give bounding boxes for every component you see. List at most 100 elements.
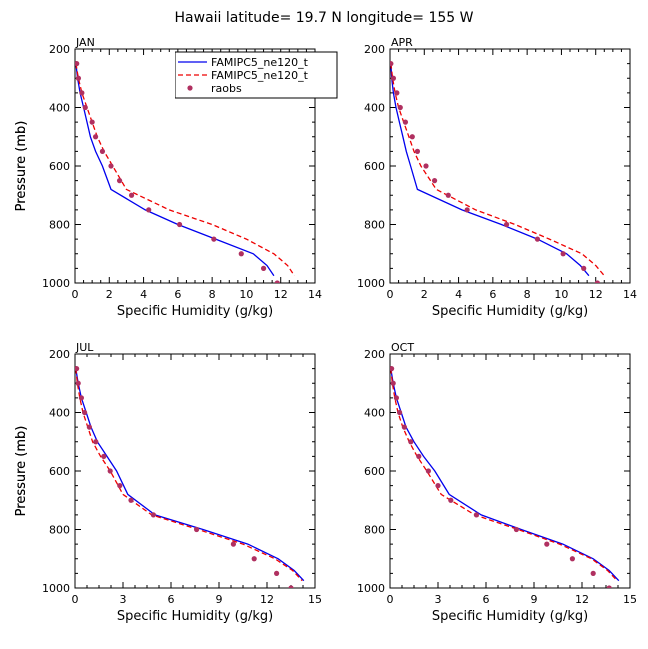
x-tick-label: 10	[239, 288, 253, 301]
x-tick-label: 0	[72, 593, 79, 606]
raobs-point	[86, 424, 92, 430]
raobs-point	[390, 75, 397, 81]
raobs-point	[431, 178, 438, 184]
model-line-dashed	[390, 368, 618, 582]
panel-label: OCT	[391, 341, 414, 354]
raobs-point	[423, 163, 429, 169]
y-tick-label: 600	[49, 465, 70, 478]
panel-label: JUL	[75, 341, 94, 354]
raobs-point	[75, 61, 80, 67]
y-tick-label: 800	[49, 524, 70, 537]
y-tick-label: 400	[364, 102, 385, 115]
panel-label: APR	[391, 36, 413, 49]
y-tick-label: 800	[364, 219, 385, 232]
raobs-point	[89, 119, 95, 125]
x-tick-label: 12	[260, 593, 274, 606]
panel-label: JAN	[75, 36, 95, 49]
model-line-solid	[75, 63, 275, 277]
y-axis-label: Pressure (mb)	[14, 121, 29, 212]
panel-oct: 0 3 6 9 12 15 200 400 600 800 1000 Specific Humidit…	[14, 341, 637, 624]
y-tick-label: 800	[364, 524, 385, 537]
series-group	[75, 366, 305, 588]
raobs-point	[534, 236, 541, 242]
raobs-point	[82, 409, 88, 416]
y-tick-label: 200	[364, 348, 385, 361]
legend-marker-raobs	[187, 85, 193, 91]
raobs-point	[146, 207, 152, 213]
x-axis-label: Specific Humidity (g/kg)	[117, 609, 273, 624]
raobs-point	[93, 439, 99, 445]
raobs-point	[79, 90, 85, 96]
raobs-point	[274, 570, 280, 576]
series-group	[75, 61, 295, 283]
raobs-point	[464, 207, 470, 213]
raobs-point	[99, 148, 106, 154]
raobs-point	[425, 468, 431, 474]
x-tick-label: 8	[209, 288, 216, 301]
model-line-dashed	[75, 63, 295, 277]
y-tick-label: 1000	[357, 582, 385, 595]
raobs-point	[414, 148, 421, 154]
raobs-point	[194, 526, 200, 533]
panel-jan: 0 2 4 6 8 10 12 14 200 400 600 800 1000 Specific Humi…	[14, 36, 322, 319]
x-tick-label: 0	[72, 288, 79, 301]
raobs-point	[503, 221, 510, 228]
raobs-point	[128, 497, 134, 503]
raobs-point	[409, 134, 415, 140]
raobs-point	[394, 90, 400, 96]
y-tick-label: 200	[49, 348, 70, 361]
raobs-point	[108, 163, 114, 169]
x-tick-label: 2	[421, 288, 428, 301]
y-tick-label: 600	[364, 160, 385, 173]
x-tick-label: 6	[168, 593, 175, 606]
model-line-dashed	[75, 368, 303, 582]
model-line-solid	[390, 368, 620, 582]
x-tick-label: 9	[216, 593, 223, 606]
raobs-point	[397, 104, 403, 111]
x-tick-label: 14	[623, 288, 637, 301]
x-tick-label: 12	[575, 593, 589, 606]
x-tick-label: 12	[274, 288, 288, 301]
x-axis-label: Specific Humidity (g/kg)	[117, 304, 273, 319]
raobs-point	[393, 395, 399, 401]
y-tick-label: 600	[364, 465, 385, 478]
raobs-point	[230, 541, 236, 547]
raobs-point	[416, 453, 422, 459]
y-tick-label: 1000	[42, 277, 70, 290]
y-tick-label: 200	[49, 43, 70, 56]
raobs-point	[473, 512, 479, 518]
raobs-point	[117, 483, 123, 489]
series-group	[390, 61, 605, 283]
legend-entry: raobs	[211, 82, 242, 95]
raobs-point	[435, 483, 441, 489]
y-tick-label: 200	[364, 43, 385, 56]
legend-entry: FAMIPC5_ne120_t	[211, 69, 309, 82]
raobs-point	[260, 265, 267, 271]
x-tick-label: 15	[308, 593, 322, 606]
raobs-point	[107, 468, 113, 474]
y-axis-label: Pressure (mb)	[14, 121, 29, 212]
raobs-point	[390, 61, 394, 67]
raobs-point	[150, 512, 156, 518]
y-tick-label: 1000	[357, 277, 385, 290]
x-tick-label: 6	[489, 288, 496, 301]
raobs-point	[78, 395, 84, 401]
x-tick-label: 12	[589, 288, 603, 301]
raobs-point	[101, 453, 107, 459]
raobs-point	[569, 556, 576, 562]
y-axis-label: Pressure (mb)	[14, 426, 29, 517]
model-line-solid	[75, 368, 305, 582]
x-tick-label: 0	[387, 288, 394, 301]
raobs-point	[397, 409, 403, 416]
x-tick-label: 3	[435, 593, 442, 606]
panel-jul: 0 3 6 9 12 15 200 400 600 800 1000 Specific Humidit…	[14, 341, 322, 624]
raobs-point	[92, 134, 99, 140]
y-tick-label: 400	[364, 407, 385, 420]
raobs-point	[211, 236, 217, 242]
raobs-point	[274, 280, 280, 283]
x-tick-label: 3	[120, 593, 127, 606]
raobs-point	[544, 541, 550, 547]
raobs-point	[390, 366, 395, 372]
x-tick-label: 9	[531, 593, 538, 606]
